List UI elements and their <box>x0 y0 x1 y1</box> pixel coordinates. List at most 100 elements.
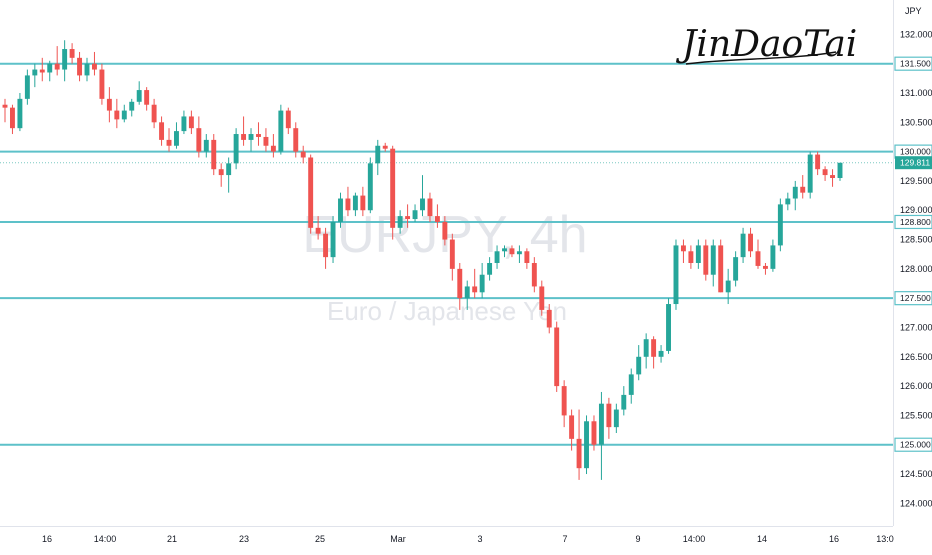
time-tick-label: 14 <box>757 534 767 544</box>
price-tick-label: 129.000 <box>900 205 932 215</box>
candle-body <box>778 204 783 245</box>
candle-body <box>554 327 559 386</box>
candle-body <box>472 286 477 292</box>
candle-body <box>368 163 373 210</box>
candle-body <box>539 286 544 309</box>
candle-body <box>360 196 365 211</box>
candle-body <box>830 175 835 178</box>
time-tick-label: 21 <box>167 534 177 544</box>
candle-body <box>569 415 574 438</box>
candle-body <box>62 49 67 70</box>
candle-body <box>256 134 261 137</box>
candle-body <box>413 210 418 219</box>
candle-body <box>345 199 350 211</box>
candle-body <box>756 251 761 266</box>
candle-body <box>10 108 15 129</box>
price-tick-label: 124.000 <box>900 498 932 508</box>
candle-body <box>40 70 45 73</box>
time-tick-label: 14:00 <box>94 534 117 544</box>
currency-label: JPY <box>905 6 922 16</box>
candle-body <box>547 310 552 328</box>
candle-body <box>666 304 671 351</box>
candle-body <box>353 196 358 211</box>
candle-body <box>480 275 485 293</box>
level-price-label: 127.500 <box>900 293 931 303</box>
level-price-label: 131.500 <box>900 59 931 69</box>
candle-body <box>711 245 716 274</box>
candle-body <box>450 240 455 269</box>
candle-body <box>25 75 30 98</box>
candle-body <box>718 245 723 292</box>
candle-body <box>196 128 201 151</box>
candle-body <box>636 357 641 375</box>
candle-body <box>152 105 157 123</box>
time-tick-label: 3 <box>477 534 482 544</box>
price-tick-label: 130.500 <box>900 117 932 127</box>
price-tick-label: 129.500 <box>900 176 932 186</box>
price-tick-label: 126.000 <box>900 381 932 391</box>
candle-body <box>219 169 224 175</box>
candle-body <box>107 99 112 111</box>
candle-body <box>606 404 611 427</box>
candle-body <box>249 134 254 140</box>
candle-body <box>144 90 149 105</box>
time-tick-label: 14:00 <box>683 534 706 544</box>
candle-body <box>211 140 216 169</box>
candle-body <box>592 421 597 444</box>
candle-body <box>763 266 768 269</box>
candle-body <box>420 199 425 211</box>
candle-body <box>241 134 246 140</box>
candle-body <box>674 245 679 304</box>
candle-body <box>770 245 775 268</box>
time-tick-label: 25 <box>315 534 325 544</box>
candle-body <box>137 90 142 102</box>
candle-body <box>502 248 507 251</box>
candle-body <box>524 251 529 263</box>
time-tick-label: 7 <box>562 534 567 544</box>
candle-body <box>323 234 328 257</box>
price-tick-label: 128.000 <box>900 264 932 274</box>
price-tick-label: 128.500 <box>900 235 932 245</box>
candle-body <box>621 395 626 410</box>
candle-body <box>122 111 127 120</box>
price-axis[interactable]: JPY 124.000124.500125.000125.500126.0001… <box>894 0 932 526</box>
candle-body <box>174 131 179 146</box>
price-tick-label: 131.000 <box>900 88 932 98</box>
candle-body <box>331 222 336 257</box>
candle-body <box>442 222 447 240</box>
time-tick-label: 16 <box>42 534 52 544</box>
candle-body <box>599 404 604 445</box>
candle-body <box>375 146 380 164</box>
candle-body <box>32 70 37 76</box>
candle-body <box>510 248 515 254</box>
candle-body <box>234 134 239 163</box>
candle-body <box>159 122 164 140</box>
price-tick-label: 124.500 <box>900 469 932 479</box>
candle-body <box>293 128 298 151</box>
candle-body <box>651 339 656 357</box>
candle-body <box>301 152 306 158</box>
candle-body <box>495 251 500 263</box>
candle-body <box>457 269 462 298</box>
candle-body <box>562 386 567 415</box>
time-tick-label: 13:0 <box>876 534 894 544</box>
candle-body <box>85 64 90 76</box>
candle-body <box>3 105 8 108</box>
candle-body <box>614 410 619 428</box>
candle-body <box>532 263 537 286</box>
watermark-description: Euro / Japanese Yen <box>327 296 567 326</box>
candle-body <box>696 245 701 263</box>
candle-body <box>793 187 798 199</box>
level-price-label: 125.000 <box>900 440 931 450</box>
candle-body <box>55 64 60 70</box>
candle-body <box>167 140 172 146</box>
candle-body <box>278 111 283 152</box>
candle-body <box>181 116 186 131</box>
level-price-label: 130.000 <box>900 147 931 157</box>
price-tick-label: 126.500 <box>900 352 932 362</box>
candle-body <box>577 439 582 468</box>
candle-body <box>741 234 746 257</box>
